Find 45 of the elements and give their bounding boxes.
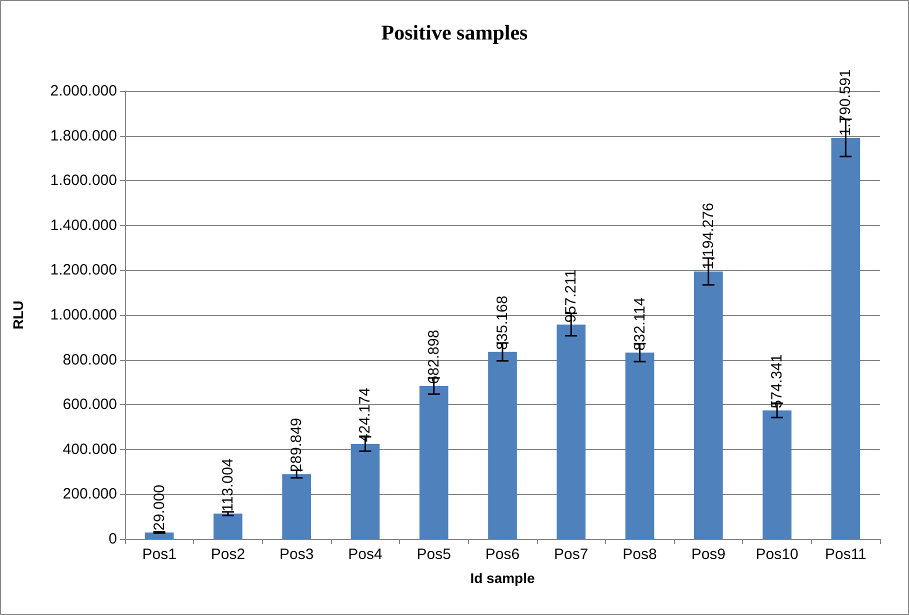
bar <box>282 474 312 539</box>
x-tick-label: Pos3 <box>279 546 314 563</box>
y-tick-label: 200.000 <box>62 486 117 503</box>
y-tick-label: 1.800.000 <box>50 127 117 144</box>
data-label: 832.114 <box>631 297 648 351</box>
x-tick-label: Pos4 <box>348 546 382 563</box>
bar <box>419 386 448 539</box>
y-axis-title: RLU <box>10 300 26 330</box>
bar <box>831 138 860 539</box>
y-tick-label: 1.600.000 <box>50 172 117 190</box>
data-label: 1.790.591 <box>837 69 854 136</box>
y-tick-label: 1.400.000 <box>50 216 117 234</box>
x-tick-label: Pos5 <box>416 546 451 563</box>
x-tick-label: Pos6 <box>485 546 520 563</box>
y-tick-label: 600.000 <box>62 396 117 414</box>
bar <box>556 324 586 539</box>
y-tick-label: 1.000.000 <box>50 306 117 324</box>
x-tick-label: Pos7 <box>554 546 588 563</box>
x-tick-label: Pos10 <box>756 546 798 563</box>
y-tick-label: 1.200.000 <box>50 262 117 279</box>
data-label: 113.004 <box>219 458 236 512</box>
x-axis-title: Id sample <box>470 570 535 586</box>
bar <box>350 444 380 539</box>
bar <box>488 352 517 539</box>
y-tick-label: 2.000.000 <box>50 82 117 100</box>
y-tick-label: 800.000 <box>62 351 117 368</box>
bar <box>214 514 242 539</box>
chart-title: Positive samples <box>381 20 528 44</box>
bar <box>625 352 654 539</box>
data-label: 957.211 <box>562 269 580 323</box>
data-label: 424.174 <box>356 388 374 442</box>
bar <box>694 271 723 539</box>
data-label: 682.898 <box>425 330 442 384</box>
data-label: 1.194.276 <box>700 202 717 270</box>
data-label: 29.000 <box>150 484 168 531</box>
x-tick-label: Pos11 <box>824 546 866 563</box>
y-tick-label: 0 <box>108 530 117 548</box>
bar <box>762 410 792 539</box>
x-tick-label: Pos2 <box>210 546 246 563</box>
y-tick-label: 400.000 <box>62 440 117 458</box>
x-tick-label: Pos9 <box>691 546 726 563</box>
data-label: 289.849 <box>288 418 306 472</box>
x-tick-label: Pos1 <box>142 546 176 563</box>
data-label: 574.341 <box>768 354 786 408</box>
x-tick-label: Pos8 <box>622 546 657 563</box>
